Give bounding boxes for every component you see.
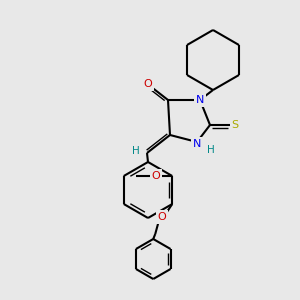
Text: N: N bbox=[196, 95, 204, 105]
Text: H: H bbox=[207, 145, 215, 155]
Text: H: H bbox=[132, 146, 140, 156]
Text: N: N bbox=[193, 139, 201, 149]
Text: O: O bbox=[158, 212, 167, 222]
Text: O: O bbox=[152, 171, 161, 181]
Text: S: S bbox=[231, 120, 239, 130]
Text: O: O bbox=[144, 79, 152, 89]
